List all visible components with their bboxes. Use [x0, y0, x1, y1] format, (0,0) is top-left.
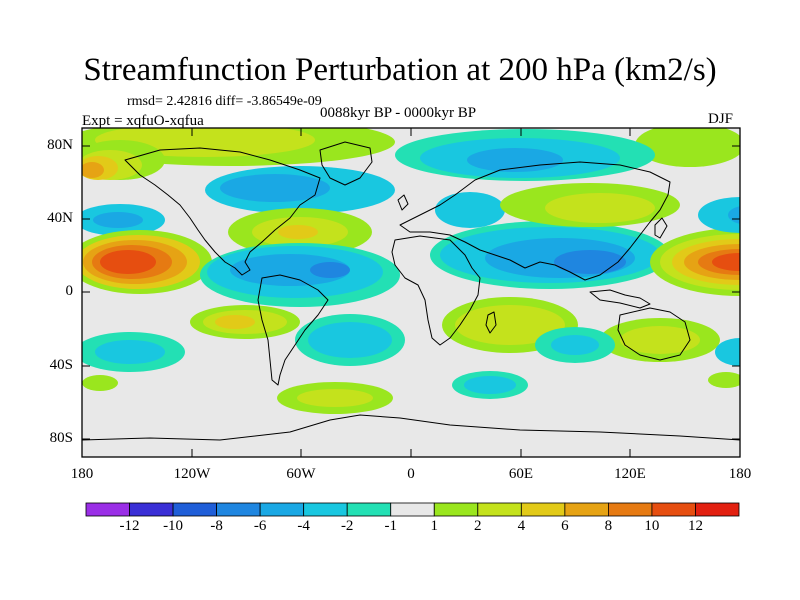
period-label: 0088kyr BP - 0000kyr BP — [320, 105, 477, 121]
tropical-americas-negative — [200, 243, 400, 307]
north-atlantic-positive — [228, 208, 372, 256]
map-frame — [81, 127, 741, 458]
contour-fill — [82, 128, 740, 414]
indonesia-coast — [589, 289, 651, 309]
central-pacific-positive — [82, 230, 212, 294]
plot-title: Streamfunction Perturbation at 200 hPa (… — [83, 52, 717, 88]
south-america-coast — [257, 274, 329, 386]
colorbar-swatch — [608, 502, 653, 517]
atlantic-negative-anomaly — [205, 129, 655, 214]
y-tick-label: 40S — [49, 357, 73, 373]
season-label: DJF — [708, 111, 734, 127]
southern-ocean-positive — [82, 372, 740, 414]
colorbar-tick-label: 1 — [430, 518, 439, 534]
colorbar-swatch — [695, 502, 740, 517]
asia-negative — [430, 221, 670, 289]
north-america-coast — [124, 147, 321, 276]
colorbar-swatch — [129, 502, 174, 517]
y-tick-label: 0 — [65, 283, 74, 299]
madagascar-coast — [485, 311, 497, 334]
x-tick-label: 180 — [728, 466, 752, 482]
colorbar-swatch — [259, 502, 305, 517]
x-tick-label: 60E — [508, 466, 534, 482]
x-tick-label: 0 — [407, 466, 415, 482]
colorbar-swatch — [564, 502, 609, 517]
colorbar-tick-label: 10 — [644, 518, 660, 534]
y-tick-label: 40N — [47, 210, 73, 226]
antarctica-coast — [82, 414, 740, 441]
colorbar-tick-label: -10 — [163, 518, 184, 534]
colorbar-tick-label: -2 — [340, 518, 354, 534]
x-tick-label: 120E — [614, 466, 646, 482]
colorbar-tick-label: -8 — [210, 518, 223, 534]
southern-hemisphere-negative — [82, 314, 740, 399]
australia-coast — [617, 307, 691, 361]
rmsd-stats: rmsd= 2.42816 diff= -3.86549e-09 — [127, 94, 322, 109]
colorbar-swatch — [303, 502, 348, 517]
japan-coast — [654, 217, 668, 239]
colorbar-tick-label: 4 — [517, 518, 526, 534]
colorbar-swatch — [433, 502, 479, 517]
colorbar-swatch — [390, 502, 435, 517]
colorbar-tick-label: -12 — [119, 518, 140, 534]
colorbar-tick-label: -4 — [297, 518, 310, 534]
coastlines — [82, 141, 740, 441]
colorbar-tick-label: 2 — [474, 518, 482, 534]
map-background — [82, 128, 740, 457]
colorbar-tick-label: 8 — [604, 518, 613, 534]
colorbar-swatch — [85, 502, 130, 517]
colorbar-swatch — [216, 502, 261, 517]
colorbar-swatch — [477, 502, 522, 517]
arctic-positive-anomaly — [82, 128, 740, 180]
y-tick-label: 80N — [47, 137, 73, 153]
colorbar-swatch — [520, 502, 566, 517]
colorbar-tick-label: 12 — [687, 518, 703, 534]
x-tick-label: 180 — [70, 466, 94, 482]
greenland-coast — [319, 141, 373, 186]
eurasia-positive — [435, 183, 680, 228]
northeast-pacific-negative — [82, 204, 165, 236]
y-tick-label: 80S — [49, 430, 73, 446]
eurasia-coast — [399, 161, 671, 281]
colorbar-tick-label: 6 — [561, 518, 569, 534]
north-pacific-positive-east — [650, 197, 740, 296]
map-panel — [82, 128, 740, 457]
uk-coast — [397, 194, 409, 211]
experiment-label: Expt = xqfuO-xqfua — [82, 113, 204, 129]
x-tick-label: 120W — [173, 466, 211, 482]
southern-hemisphere-positive — [190, 297, 720, 362]
colorbar-tick-label: -6 — [253, 518, 267, 534]
colorbar-swatch — [346, 502, 392, 517]
africa-coast — [391, 235, 481, 346]
x-tick-label: 60W — [286, 466, 316, 482]
colorbar-tick-label: -1 — [384, 518, 397, 534]
colorbar — [85, 502, 740, 517]
colorbar-swatch — [651, 502, 696, 517]
colorbar-swatch — [172, 502, 217, 517]
map-ticks — [82, 128, 740, 457]
